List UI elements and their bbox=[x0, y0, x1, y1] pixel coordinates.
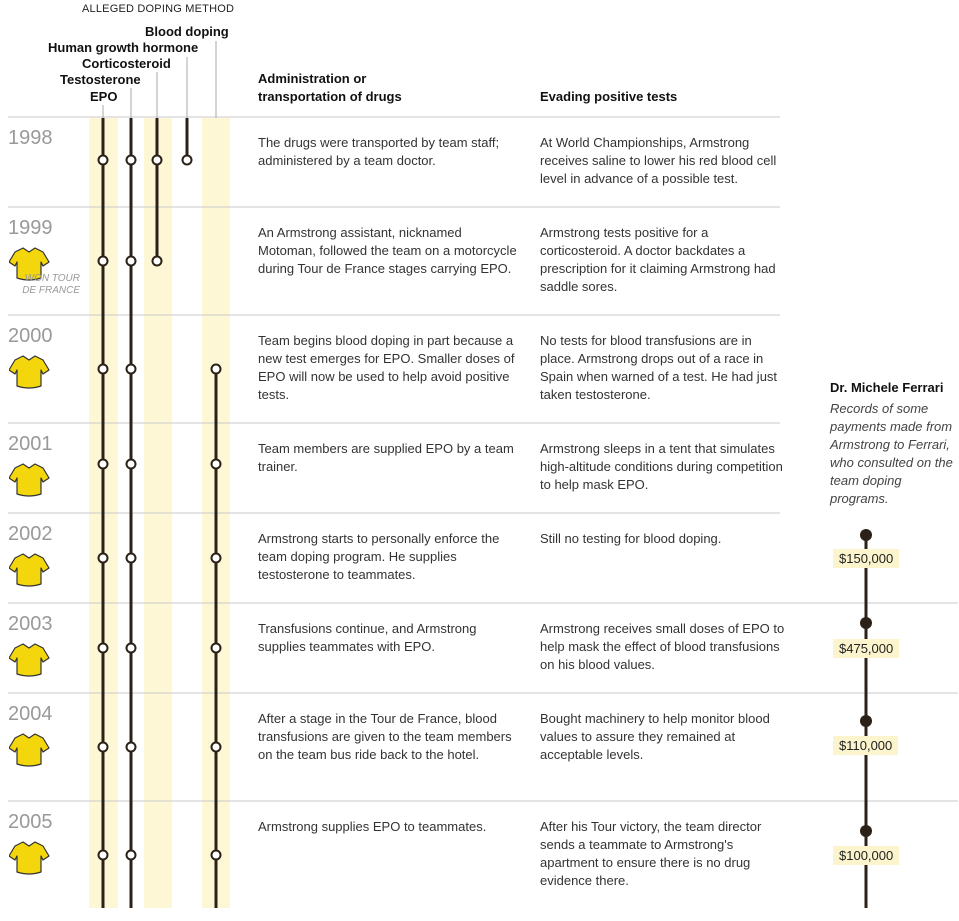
evade-cell: At World Championships, Armstrong receiv… bbox=[540, 135, 777, 186]
row-year: 2000 bbox=[8, 325, 53, 347]
blood-doping-node bbox=[210, 741, 222, 753]
blood-doping-node bbox=[210, 363, 222, 375]
evade-cell: Armstrong receives small doses of EPO to… bbox=[540, 621, 785, 672]
yellow-jersey-icon bbox=[9, 463, 50, 497]
row-year: 2001 bbox=[8, 433, 53, 455]
payment-amount: $100,000 bbox=[833, 846, 900, 865]
corticosteroid-node bbox=[151, 154, 163, 166]
yellow-jersey-icon bbox=[9, 733, 50, 767]
epo-node bbox=[97, 642, 109, 654]
evade-cell: After his Tour victory, the team directo… bbox=[540, 819, 762, 888]
jersey-shape bbox=[9, 841, 50, 875]
payment-dot bbox=[860, 825, 872, 837]
testosterone-node bbox=[125, 255, 137, 267]
testosterone-node bbox=[125, 154, 137, 166]
method-label-blood-doping: Blood doping bbox=[145, 24, 229, 39]
admin-cell: Armstrong supplies EPO to teammates. bbox=[258, 819, 487, 834]
method-label-corticosteroid: Corticosteroid bbox=[82, 56, 171, 71]
method-label-testosterone: Testosterone bbox=[60, 72, 141, 87]
testosterone-node bbox=[125, 741, 137, 753]
hgh-node bbox=[181, 154, 193, 166]
row-year: 1999 bbox=[8, 217, 53, 239]
ferrari-title: Dr. Michele Ferrari bbox=[830, 380, 944, 395]
jersey-shape bbox=[9, 355, 50, 389]
method-group-label: ALLEGED DOPING METHOD bbox=[82, 3, 235, 15]
blood-doping-node bbox=[210, 642, 222, 654]
method-label-hgh: Human growth hormone bbox=[48, 40, 199, 55]
jersey-shape bbox=[9, 733, 50, 767]
testosterone-node bbox=[125, 363, 137, 375]
column-header-admin: Administration or transportation of drug… bbox=[258, 71, 402, 104]
admin-cell: Armstrong starts to personally enforce t… bbox=[258, 531, 500, 582]
admin-cell: Transfusions continue, and Armstrong sup… bbox=[258, 621, 477, 654]
jersey-shape bbox=[9, 463, 50, 497]
yellow-jersey-icon bbox=[9, 643, 50, 677]
epo-node bbox=[97, 154, 109, 166]
yellow-jersey-icon bbox=[9, 553, 50, 587]
yellow-jersey-icon bbox=[9, 841, 50, 875]
testosterone-node bbox=[125, 458, 137, 470]
epo-node bbox=[97, 849, 109, 861]
admin-cell: An Armstrong assistant, nicknamed Motoma… bbox=[258, 225, 517, 276]
epo-node bbox=[97, 458, 109, 470]
blood-doping-node bbox=[210, 458, 222, 470]
jersey-shape bbox=[9, 643, 50, 677]
admin-cell: After a stage in the Tour de France, blo… bbox=[258, 711, 512, 762]
testosterone-node bbox=[125, 552, 137, 564]
row-year: 2004 bbox=[8, 703, 53, 725]
evade-cell: No tests for blood transfusions are in p… bbox=[540, 333, 778, 402]
payment-dot bbox=[860, 617, 872, 629]
row-year: 2005 bbox=[8, 811, 53, 833]
epo-node bbox=[97, 552, 109, 564]
row-year: 2002 bbox=[8, 523, 53, 545]
blood-doping-node bbox=[210, 552, 222, 564]
admin-cell: Team begins blood doping in part because… bbox=[258, 333, 515, 402]
row-year: 2003 bbox=[8, 613, 53, 635]
evade-cell: Armstrong sleeps in a tent that simulate… bbox=[540, 441, 783, 492]
column-header-evade: Evading positive tests bbox=[540, 89, 678, 104]
admin-cell: Team members are supplied EPO by a team … bbox=[258, 441, 514, 474]
payment-amount: $110,000 bbox=[833, 736, 899, 755]
epo-node bbox=[97, 741, 109, 753]
won-tour-label: WON TOUR DE FRANCE bbox=[22, 273, 80, 296]
method-label-epo: EPO bbox=[90, 89, 118, 104]
epo-node bbox=[97, 255, 109, 267]
admin-cell: The drugs were transported by team staff… bbox=[258, 135, 500, 168]
payment-dot bbox=[860, 529, 872, 541]
payment-amount: $150,000 bbox=[833, 549, 900, 568]
epo-node bbox=[97, 363, 109, 375]
jersey-shape bbox=[9, 247, 50, 281]
row-year: 1998 bbox=[8, 127, 53, 149]
payment-amount: $475,000 bbox=[833, 639, 900, 658]
testosterone-node bbox=[125, 849, 137, 861]
testosterone-node bbox=[125, 642, 137, 654]
evade-cell: Armstrong tests positive for a corticost… bbox=[540, 225, 776, 294]
corticosteroid-node bbox=[151, 255, 163, 267]
jersey-shape bbox=[9, 553, 50, 587]
evade-cell: Bought machinery to help monitor blood v… bbox=[540, 711, 770, 762]
ferrari-subtitle: Records of some payments made from Armst… bbox=[830, 401, 953, 506]
blood-doping-node bbox=[210, 849, 222, 861]
yellow-jersey-icon bbox=[9, 355, 50, 389]
evade-cell: Still no testing for blood doping. bbox=[540, 531, 722, 546]
payment-dot bbox=[860, 715, 872, 727]
yellow-jersey-icon bbox=[9, 247, 50, 281]
